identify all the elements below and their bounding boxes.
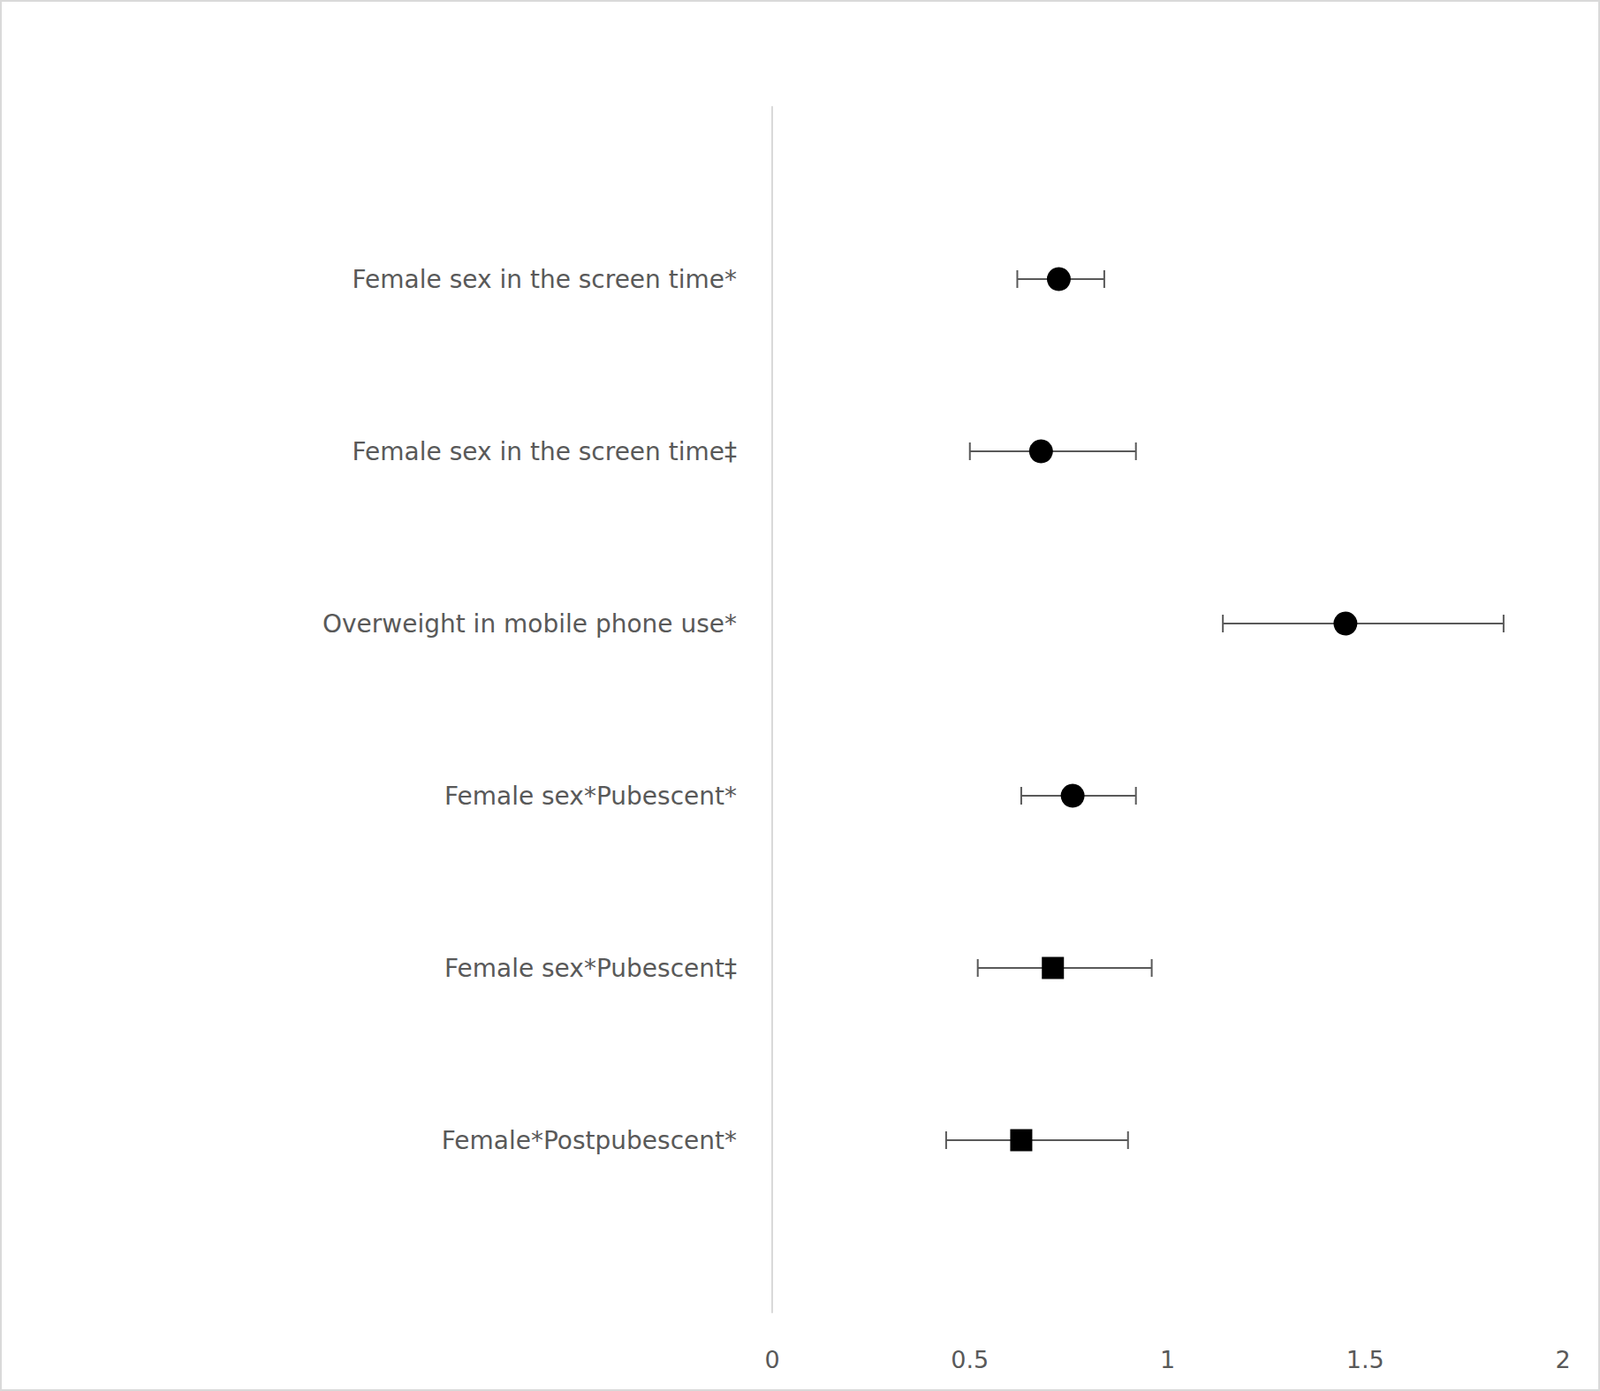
svg-text:0.5: 0.5 — [950, 1346, 989, 1374]
svg-text:0: 0 — [764, 1346, 780, 1374]
svg-text:Overweight in mobile phone use: Overweight in mobile phone use* — [322, 609, 737, 639]
svg-text:Female sex in the screen time*: Female sex in the screen time* — [352, 265, 737, 295]
svg-text:Female sex*Pubescent‡: Female sex*Pubescent‡ — [444, 954, 737, 984]
svg-text:Female sex*Pubescent*: Female sex*Pubescent* — [444, 781, 737, 812]
svg-text:1.5: 1.5 — [1346, 1346, 1385, 1374]
svg-text:Female sex in the screen time‡: Female sex in the screen time‡ — [352, 437, 737, 467]
svg-text:1: 1 — [1160, 1346, 1176, 1374]
svg-text:Female*Postpubescent*: Female*Postpubescent* — [441, 1126, 737, 1156]
svg-text:2: 2 — [1554, 1346, 1570, 1374]
